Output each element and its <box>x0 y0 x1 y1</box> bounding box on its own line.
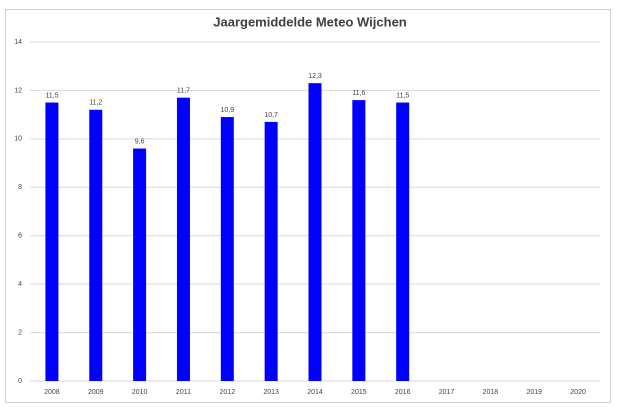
bar <box>89 109 103 382</box>
bar <box>220 117 234 382</box>
x-tick-label: 2011 <box>176 389 191 396</box>
value-label: 10,7 <box>264 112 278 119</box>
value-label: 10,9 <box>220 107 234 114</box>
x-tick-label: 2013 <box>263 389 279 396</box>
chart-title: Jaargemiddelde Meteo Wijchen <box>213 14 407 29</box>
x-tick-label: 2020 <box>570 389 586 396</box>
y-tick-label: 6 <box>18 233 22 240</box>
value-label: 11,2 <box>89 100 102 107</box>
x-tick-label: 2012 <box>220 389 236 396</box>
bar <box>133 148 147 381</box>
y-tick-label: 14 <box>14 39 22 46</box>
y-tick-label: 2 <box>18 329 22 336</box>
value-label: 11,7 <box>177 88 190 95</box>
bar <box>45 102 59 382</box>
value-label: 11,5 <box>396 92 409 99</box>
y-tick-label: 10 <box>14 136 22 143</box>
chart-frame <box>5 9 611 403</box>
x-tick-label: 2010 <box>132 389 148 396</box>
y-tick-label: 4 <box>18 281 22 288</box>
x-tick-label: 2017 <box>439 389 455 396</box>
bar <box>264 121 278 382</box>
x-tick-label: 2015 <box>351 389 367 396</box>
x-tick-label: 2014 <box>307 389 323 396</box>
y-tick-label: 0 <box>18 378 22 385</box>
value-label: 11,5 <box>45 92 58 99</box>
y-tick-label: 8 <box>18 184 22 191</box>
bar <box>176 97 190 381</box>
value-label: 9,6 <box>135 138 145 145</box>
x-tick-label: 2019 <box>526 389 542 396</box>
bar <box>308 83 322 382</box>
x-tick-label: 2016 <box>395 389 411 396</box>
y-tick-label: 12 <box>14 87 22 94</box>
x-tick-label: 2008 <box>44 389 60 396</box>
value-label: 12,3 <box>308 73 322 80</box>
bar <box>396 102 410 382</box>
x-tick-label: 2018 <box>483 389 499 396</box>
bar <box>352 100 366 381</box>
value-label: 11,6 <box>352 90 365 97</box>
x-tick-label: 2009 <box>88 389 104 396</box>
